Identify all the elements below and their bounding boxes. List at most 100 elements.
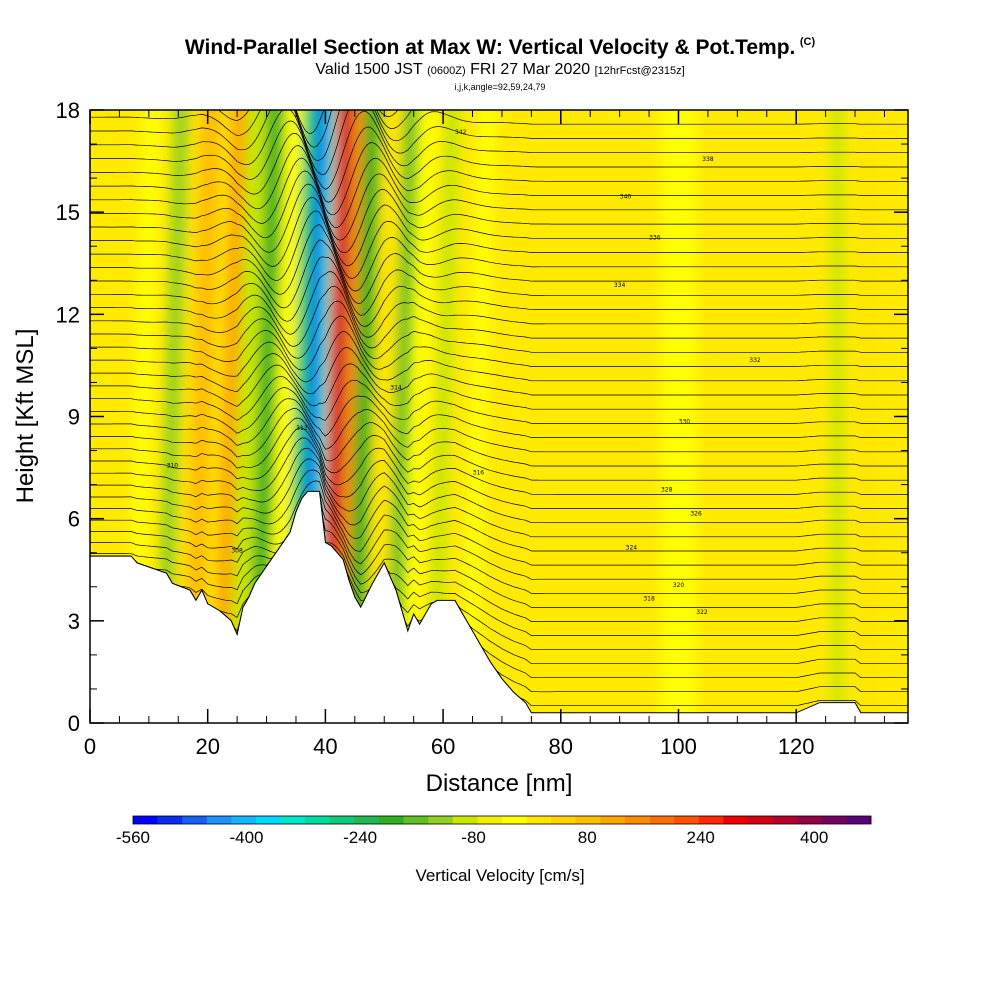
y-tick-label: 9	[68, 405, 80, 430]
velocity-band	[248, 110, 285, 723]
colorbar-title: Vertical Velocity [cm/s]	[415, 866, 584, 885]
colorbar-swatch	[206, 816, 232, 824]
x-tick-label: 100	[660, 734, 697, 759]
x-axis-label: Distance [nm]	[426, 770, 573, 797]
terrain-mask	[90, 490, 908, 723]
colorbar-swatch	[403, 816, 429, 824]
theta-contour	[90, 408, 908, 467]
colorbar-swatch	[600, 816, 626, 824]
y-axis-label: Height [Kft MSL]	[12, 329, 39, 504]
theta-contour	[90, 224, 908, 304]
theta-contour	[90, 110, 908, 190]
theta-contour	[90, 469, 908, 552]
y-tick-label: 6	[68, 507, 80, 532]
theta-contour-label: 318	[643, 595, 655, 602]
colorbar-swatch	[625, 816, 650, 824]
x-tick-label: 20	[195, 734, 219, 759]
colorbar-tick-label: 80	[578, 828, 597, 847]
colorbar-swatch	[329, 816, 355, 824]
colorbar-swatch	[379, 816, 404, 824]
theta-contour	[90, 330, 908, 383]
colorbar-swatch	[477, 816, 503, 824]
theta-contour	[90, 271, 908, 338]
theta-contour-label: 342	[455, 129, 467, 136]
colorbar-swatch	[305, 816, 331, 824]
theta-contour	[90, 398, 908, 453]
forecast-info: [12hrFcst@2315z]	[594, 65, 685, 77]
colorbar-tick-label: 400	[800, 828, 828, 847]
valid-prefix: Valid 1500 JST	[315, 61, 423, 78]
theta-contour-label: 312	[296, 425, 308, 432]
colorbar-swatch	[502, 816, 527, 824]
theta-contour	[90, 375, 908, 424]
theta-contour	[90, 427, 908, 495]
theta-contour-label: 330	[679, 418, 691, 425]
velocity-band	[831, 110, 844, 723]
theta-contour-label: 324	[626, 544, 638, 551]
velocity-band	[660, 110, 697, 723]
colorbar-swatch	[133, 816, 158, 824]
indices-line: i,j,k,angle=92,59,24,79	[0, 77, 1000, 95]
theta-contour	[90, 437, 908, 509]
axes: 0 20 40 60 80 100 120 0 3 6 9 12 15 18	[56, 98, 908, 759]
theta-contour-label: 314	[390, 384, 402, 391]
colorbar-swatch	[157, 816, 183, 824]
theta-contour	[90, 132, 908, 216]
theta-contour	[90, 239, 908, 316]
colorbar-swatch	[649, 816, 675, 824]
theta-contour-label: 326	[690, 510, 702, 517]
theta-contour	[90, 110, 908, 176]
theta-contour	[90, 183, 908, 267]
colorbar-swatch	[256, 816, 281, 824]
colorbar-swatch	[723, 816, 749, 824]
colorbar-tick-label: -80	[461, 828, 486, 847]
chart-title: Wind-Parallel Section at Max W: Vertical…	[0, 36, 1000, 60]
theta-contour	[90, 157, 908, 241]
theta-contour-label: 334	[614, 282, 626, 289]
theta-contour	[90, 491, 908, 580]
colorbar-swatch	[280, 816, 306, 824]
theta-contour	[90, 256, 908, 327]
theta-contour-label: 332	[749, 357, 761, 364]
colorbar-tick-label: -400	[229, 828, 263, 847]
theta-contour-label: 310	[167, 463, 179, 470]
theta-contour-label: 338	[702, 156, 714, 163]
valid-time-line: Valid 1500 JST (0600Z) FRI 27 Mar 2020 […	[0, 61, 1000, 79]
theta-contour-label: 336	[649, 234, 661, 241]
x-tick-label: 80	[549, 734, 573, 759]
theta-contour	[90, 491, 908, 594]
colorbar-swatch	[846, 816, 872, 824]
theta-contour-label: 316	[473, 469, 485, 476]
colorbar-swatch	[428, 816, 454, 824]
theta-contour	[90, 480, 908, 566]
velocity-band	[182, 110, 222, 723]
valid-date: FRI 27 Mar 2020	[470, 61, 591, 78]
colorbar-swatch	[526, 816, 552, 824]
theta-contour	[90, 285, 908, 349]
x-tick-label: 40	[313, 734, 337, 759]
theta-contour	[90, 210, 908, 292]
theta-contour-label: 340	[620, 194, 632, 201]
theta-contour	[90, 363, 908, 410]
colorbar-swatch	[797, 816, 823, 824]
theta-contour	[90, 491, 908, 622]
colorbar-swatch	[748, 816, 773, 824]
velocity-band	[857, 110, 876, 723]
velocity-band	[460, 110, 497, 723]
colorbar: -560 -400 -240 -80 80 240 400	[116, 815, 872, 847]
colorbar-swatch	[452, 816, 478, 824]
theta-contour	[90, 120, 908, 203]
colorbar-swatch	[821, 816, 847, 824]
theta-contour	[90, 458, 908, 538]
theta-contour-label: 320	[673, 582, 685, 589]
y-tick-label: 12	[56, 302, 80, 327]
theta-contour	[90, 491, 908, 636]
theta-contour	[90, 197, 908, 279]
y-tick-label: 0	[68, 711, 80, 736]
theta-contour	[90, 347, 908, 396]
theta-contour	[90, 491, 908, 651]
theta-contour	[90, 110, 908, 161]
x-tick-label: 120	[778, 734, 815, 759]
velocity-band	[401, 110, 438, 723]
